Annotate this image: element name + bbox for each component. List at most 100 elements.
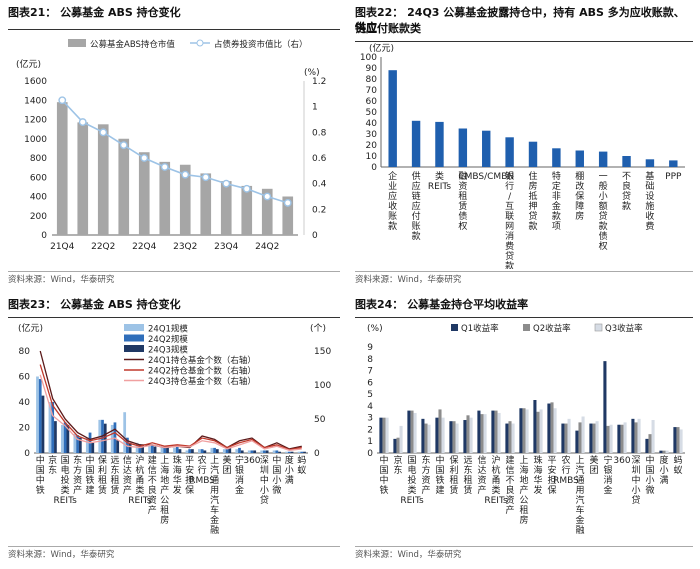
legend-label: 24Q3持仓基金个数（右轴） bbox=[148, 376, 256, 387]
y-tick-label: 0 bbox=[41, 231, 47, 241]
x-tick-label: 珠海华发 bbox=[173, 454, 182, 496]
y2-tick-label: 0.8 bbox=[312, 128, 327, 138]
bar-融资租赁债权 bbox=[458, 128, 468, 167]
y2-axis-label: (个) bbox=[310, 323, 326, 334]
x-tick-label: 保利租赁 bbox=[98, 454, 107, 496]
bar-Q1收益率-中国铁建 bbox=[435, 417, 439, 453]
bar-Q1收益率-360 bbox=[617, 424, 621, 453]
x-tick-label: 银行/互联网消费贷款 bbox=[505, 170, 514, 269]
legend-label: 24Q2持仓基金个数（右轴） bbox=[148, 366, 256, 377]
bar-住房抵押贷款 bbox=[528, 141, 538, 167]
legend-swatch bbox=[124, 334, 144, 342]
panel-avg-yield: 图表24： 公募基金持仓平均收益率 (%) 0 1 2 3 4 5 6 7 8 9 Q1收益率 Q2收益… bbox=[355, 297, 693, 565]
bar-24Q1规模-京东 bbox=[48, 402, 52, 453]
bar-Q2收益率-上海地产公租房 bbox=[522, 408, 526, 453]
x-tick-label: 上海地产公租房 bbox=[160, 455, 169, 526]
source-divider bbox=[8, 546, 340, 547]
line-24Q2持仓基金个数（右轴） bbox=[39, 364, 302, 451]
bar-24Q2 bbox=[261, 188, 273, 235]
x-tick-label: 信达资产 bbox=[123, 454, 132, 496]
legend-label: Q3收益率 bbox=[605, 323, 643, 334]
y-tick-label: 0 bbox=[24, 449, 30, 459]
y-tick-label: 1000 bbox=[24, 135, 47, 145]
x-tick-label: 宁银消金 bbox=[603, 454, 612, 496]
bar-24Q2规模-平安担保 bbox=[188, 449, 192, 453]
legend-swatch bbox=[523, 324, 530, 331]
x-tick-label: 中国小微 bbox=[272, 454, 281, 496]
bar-Q3收益率-保利租赁 bbox=[455, 423, 459, 453]
bar-Q1收益率-农行RMBS bbox=[561, 423, 565, 453]
bar-Q3收益率-中国铁建 bbox=[441, 417, 445, 453]
bar-Q2收益率-东方资产 bbox=[424, 423, 428, 453]
x-tick-label: CMBS/CMBN bbox=[458, 172, 514, 182]
x-tick-label: 基础设施收费 bbox=[645, 170, 654, 232]
bar-Q3收益率-远东租赁 bbox=[469, 417, 473, 453]
bar-CMBS/CMBN bbox=[482, 130, 491, 167]
x-tick-label: 23Q2 bbox=[173, 242, 197, 252]
bar-24Q1规模-珠海华发 bbox=[173, 447, 176, 453]
y-tick-label: 80 bbox=[19, 347, 31, 357]
bar-Q3收益率-平安担保 bbox=[553, 408, 557, 453]
x-tick-label: 保利租赁 bbox=[449, 454, 458, 496]
x-tick-label: 蚂蚁 bbox=[297, 454, 306, 476]
x-tick-label: 美团 bbox=[589, 454, 598, 476]
x-tick-label: 中国小微 bbox=[645, 454, 654, 496]
title-underline bbox=[355, 317, 693, 318]
point-22Q2 bbox=[99, 128, 108, 137]
bar-Q1收益率-美团 bbox=[589, 423, 593, 453]
x-tick-label: 24Q2 bbox=[255, 242, 279, 252]
x-tick-label: 住房抵押贷款 bbox=[528, 170, 537, 232]
point-22Q1 bbox=[78, 118, 87, 126]
y-tick-label: 5 bbox=[367, 390, 373, 400]
x-tick-label: 22Q4 bbox=[132, 242, 157, 252]
point-22Q3 bbox=[119, 141, 128, 150]
bar-Q1收益率-平安担保 bbox=[547, 403, 551, 453]
source-note: 资料来源：Wind，华泰研究 bbox=[8, 550, 115, 560]
bar-24Q2规模-农行RMBS bbox=[200, 449, 204, 453]
x-tick-label: 平安担保 bbox=[547, 455, 556, 496]
bar-Q2收益率-中国中铁 bbox=[382, 417, 386, 453]
x-tick-label: 深圳中小贷 bbox=[260, 455, 269, 506]
legend-marker bbox=[196, 39, 204, 47]
bar-Q1收益率-国电投类REITs bbox=[407, 410, 411, 453]
legend-swatch bbox=[594, 323, 603, 332]
line-24Q3持仓基金个数（右轴） bbox=[39, 374, 302, 451]
bar-24Q2规模-信达资产 bbox=[126, 437, 129, 453]
bar-24Q1规模-中国小微 bbox=[272, 450, 276, 453]
bar-24Q1规模-平安担保 bbox=[185, 450, 189, 453]
y-tick-label: 40 bbox=[366, 119, 378, 129]
x-tick-label: 上汽通用汽车金融 bbox=[575, 455, 584, 536]
bar-24Q3规模-东方资产 bbox=[78, 437, 82, 453]
bar-23Q1 bbox=[159, 161, 171, 235]
bar-24Q3规模-农行RMBS bbox=[203, 450, 207, 453]
bar-22Q4 bbox=[138, 152, 150, 235]
bar-Q3收益率-深圳中小贷 bbox=[637, 418, 641, 453]
bar-24Q3规模-宁银消金 bbox=[240, 450, 244, 453]
y-tick-label: 0 bbox=[367, 449, 373, 459]
legend-swatch bbox=[124, 345, 144, 352]
x-tick-label: 东方资产 bbox=[73, 454, 82, 496]
x-tick-label: 农行 RMBS bbox=[553, 454, 579, 486]
bar-24Q3规模-上海地产公租房 bbox=[166, 446, 169, 453]
legend-swatch bbox=[451, 324, 458, 331]
x-tick-label: 融资租赁债权 bbox=[458, 171, 467, 232]
bar-银行/互联网消费贷款 bbox=[505, 137, 514, 167]
ratio-line bbox=[61, 99, 288, 204]
bar-24Q1规模-东方资产 bbox=[73, 433, 77, 453]
panel-title: 图表23： 公募基金 ABS 持仓变化 bbox=[8, 298, 181, 311]
bar-24Q2规模-宁银消金 bbox=[238, 447, 241, 453]
legend-label: 24Q2规模 bbox=[148, 334, 188, 345]
bar-Q3收益率-京东 bbox=[399, 425, 403, 453]
bar-24Q1规模-国电投类REITs bbox=[61, 424, 64, 453]
bar-Q2收益率-珠海华发 bbox=[536, 411, 540, 453]
bar-24Q3规模-深圳中小贷 bbox=[265, 450, 269, 453]
bar-Q1收益率-深圳中小贷 bbox=[631, 418, 635, 453]
x-tick-label: 远东租赁 bbox=[110, 455, 119, 496]
y2-tick-label: 0 bbox=[314, 449, 320, 459]
x-tick-label: 建信不良资产 bbox=[505, 454, 514, 516]
bar-24Q3规模-360 bbox=[253, 450, 257, 453]
y-tick-label: 8 bbox=[367, 355, 373, 365]
bar-Q1收益率-保利租赁 bbox=[449, 421, 453, 453]
x-tick-label: 上汽通用汽车金融 bbox=[210, 455, 219, 536]
bar-24Q2规模-上海地产公租房 bbox=[163, 446, 167, 453]
